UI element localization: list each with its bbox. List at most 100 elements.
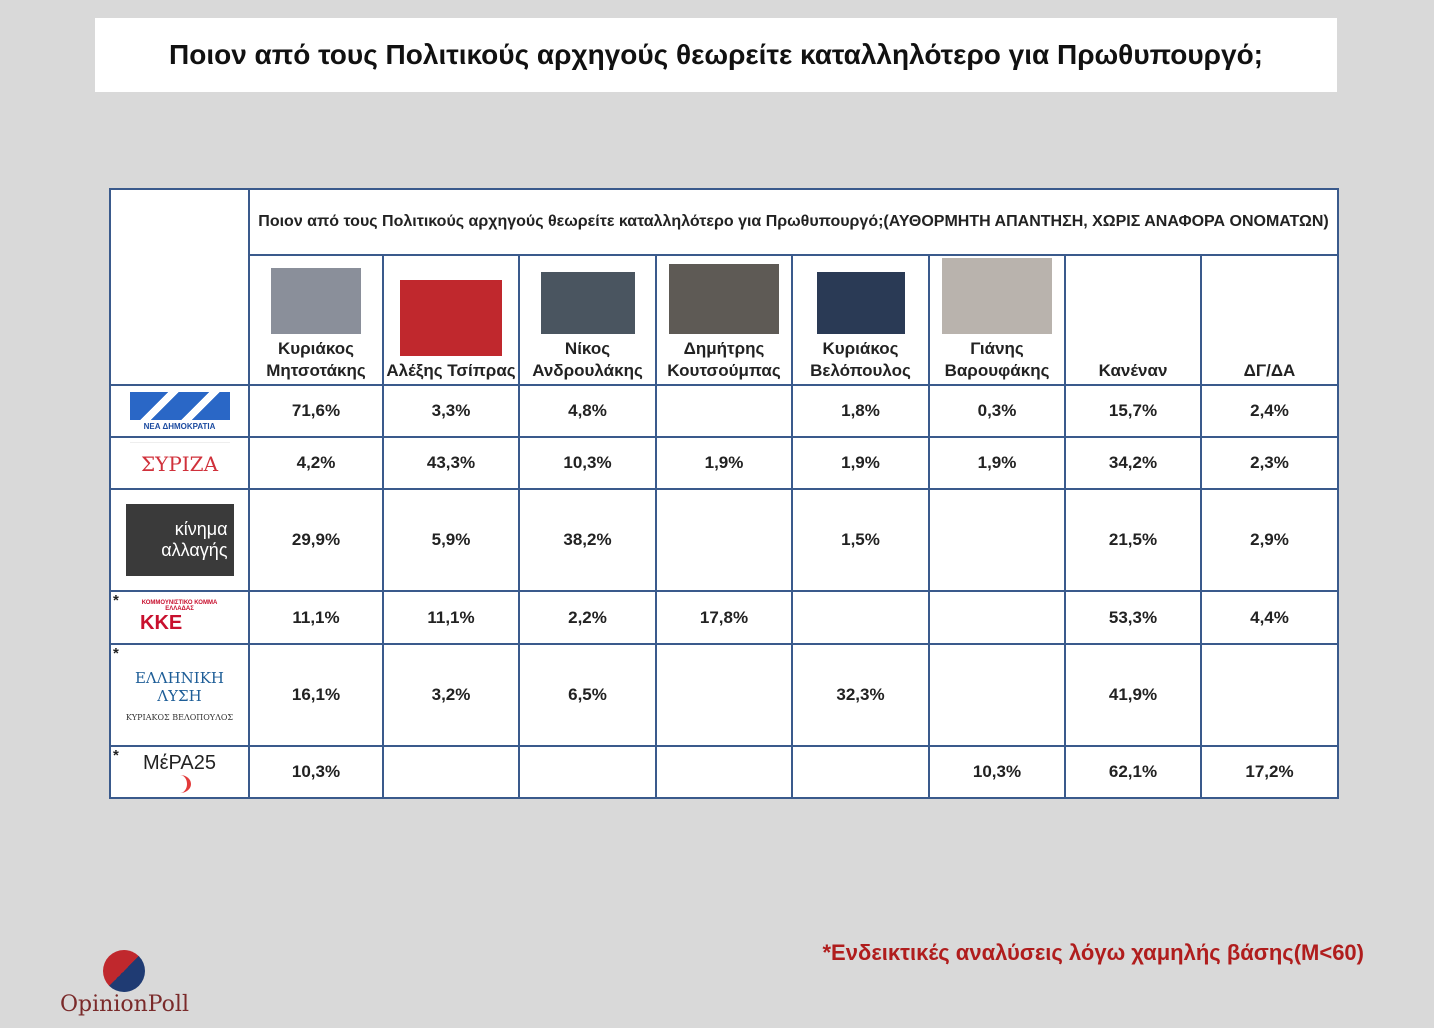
- value-cell: [928, 643, 1066, 747]
- value: 1,9%: [977, 453, 1017, 472]
- party-logo: ΝΕΑ ΔΗΜΟΚΡΑΤΙΑ: [125, 392, 235, 431]
- column-name: Νίκος Ανδρουλάκης: [532, 339, 643, 380]
- value-cell: [655, 643, 793, 747]
- value: 17,8%: [699, 607, 749, 627]
- party-logo: ΚΟΜΜΟΥΝΙΣΤΙΚΟ ΚΟΜΜΑ ΕΛΛΑΔΑΣ ΚΚΕ: [132, 600, 227, 636]
- value-cell: 3,3%: [382, 384, 520, 438]
- value-cell: 10,3%: [928, 745, 1066, 799]
- value: 0,3%: [977, 401, 1017, 420]
- value-cell: 41,9%: [1064, 643, 1202, 747]
- value: 62,1%: [1108, 762, 1158, 781]
- column-name: Κυριάκος Βελόπουλος: [810, 339, 911, 380]
- value: 32,3%: [836, 685, 885, 704]
- value: 2,3%: [1250, 453, 1289, 472]
- value: 4,4%: [1250, 607, 1289, 627]
- value-cell: 53,3%: [1064, 590, 1202, 645]
- leader-photo: [942, 258, 1052, 334]
- value-cell: 1,9%: [791, 436, 930, 490]
- value: 10,3%: [563, 453, 612, 472]
- value-cell: 1,8%: [791, 384, 930, 438]
- leader-photo: [271, 268, 361, 334]
- value: 6,5%: [568, 685, 607, 704]
- value-cell: 3,2%: [382, 643, 520, 747]
- value-cell: 11,1%: [382, 590, 520, 645]
- value: 3,2%: [431, 685, 471, 704]
- party-row: ΣΥΡΙΖΑ 4,2% 43,3% 10,3% 1,9% 1,9% 1,9% 34,2% 2,3…: [109, 436, 1339, 490]
- party-row: κίνημα αλλαγής 29,9% 5,9% 38,2% 1,5% 21,5% 2,9%: [109, 488, 1339, 592]
- value-cell: [928, 590, 1066, 645]
- value-cell: [655, 745, 793, 799]
- logo-text: ΜέΡΑ25: [142, 751, 217, 774]
- value-cell: [382, 745, 520, 799]
- value-cell: 1,5%: [791, 488, 930, 592]
- value: 1,8%: [841, 401, 880, 420]
- party-row: * ΜέΡΑ25 10,3% 10,3% 62,1% 17,2%: [109, 745, 1339, 799]
- leader-photo: [540, 272, 635, 334]
- logo-text: ΚΟΜΜΟΥΝΙΣΤΙΚΟ ΚΟΜΜΑ ΕΛΛΑΔΑΣ: [141, 600, 218, 612]
- value: 17,2%: [1245, 762, 1294, 781]
- column-header: Αλέξης Τσίπρας: [382, 254, 520, 386]
- column-header: Κυριάκος Βελόπουλος: [791, 254, 930, 386]
- column-header: ΔΓ/ΔΑ: [1200, 254, 1339, 386]
- value: 71,6%: [291, 401, 341, 420]
- column-name: Αλέξης Τσίπρας: [386, 361, 516, 380]
- value: 11,1%: [427, 607, 475, 627]
- value: 10,3%: [972, 762, 1022, 781]
- column-header: Δημήτρης Κουτσούμπας: [655, 254, 793, 386]
- logo-text: ΕΛΛΗΝΙΚΗ: [134, 668, 225, 687]
- row-note: *: [113, 747, 119, 764]
- title: Ποιον από τους Πολιτικούς αρχηγούς θεωρε…: [95, 18, 1337, 92]
- value-cell: 4,2%: [248, 436, 384, 490]
- value-cell: 43,3%: [382, 436, 520, 490]
- logo-text: ΚΚΕ: [140, 612, 183, 634]
- value: 34,2%: [1108, 453, 1158, 472]
- party-logo: ΕΛΛΗΝΙΚΗ ΛΥΣΗ ΚΥΡΙΑΚΟΣ ΒΕΛΟΠΟΥΛΟΣ: [121, 657, 239, 733]
- party-cell: * ΜέΡΑ25: [109, 745, 250, 799]
- party-cell: ΣΥΡΙΖΑ: [109, 436, 250, 490]
- brand-icon: [103, 950, 145, 992]
- column-header: Κυριάκος Μητσοτάκης: [248, 254, 384, 386]
- value-cell: [655, 384, 793, 438]
- value-cell: 17,2%: [1200, 745, 1339, 799]
- value: 4,2%: [296, 453, 336, 472]
- value: 41,9%: [1108, 685, 1158, 704]
- results-table: Ποιον από τους Πολιτικούς αρχηγούς θεωρε…: [109, 188, 1339, 799]
- logo-text: ΝΕΑ ΔΗΜΟΚΡΑΤΙΑ: [143, 421, 216, 431]
- row-note: *: [113, 592, 119, 609]
- value: 2,4%: [1250, 401, 1289, 420]
- value-cell: 16,1%: [248, 643, 384, 747]
- row-note: *: [113, 645, 119, 662]
- value-cell: 15,7%: [1064, 384, 1202, 438]
- value: 11,1%: [292, 607, 340, 627]
- value-cell: 21,5%: [1064, 488, 1202, 592]
- footnote: *Ενδεικτικές αναλύσεις λόγω χαμηλής βάση…: [822, 940, 1365, 965]
- leader-photo: [816, 272, 905, 334]
- value: 2,9%: [1250, 530, 1289, 549]
- value-cell: [791, 590, 930, 645]
- value-cell: [518, 745, 657, 799]
- leader-photo: [400, 280, 502, 356]
- value-cell: 2,2%: [518, 590, 657, 645]
- column-header: Γιάνης Βαρουφάκης: [928, 254, 1066, 386]
- column-name: Δημήτρης Κουτσούμπας: [667, 339, 781, 380]
- value: 38,2%: [563, 530, 612, 549]
- value: 3,3%: [431, 401, 471, 420]
- value: 5,9%: [431, 530, 471, 549]
- logo-text: ΣΥΡΙΖΑ: [140, 451, 219, 476]
- value: 29,9%: [291, 530, 341, 549]
- names-row: Κυριάκος Μητσοτάκης Αλέξης Τσίπρας Νίκος Α…: [110, 254, 1339, 386]
- party-logo: κίνημα αλλαγής: [125, 504, 234, 576]
- value-cell: [655, 488, 793, 592]
- value: 1,5%: [841, 530, 880, 549]
- value-cell: 2,4%: [1200, 384, 1339, 438]
- column-name: ΔΓ/ΔΑ: [1243, 361, 1296, 380]
- brand: OpinionPoll: [60, 992, 190, 1017]
- value-cell: 2,9%: [1200, 488, 1339, 592]
- value-cell: 34,2%: [1064, 436, 1202, 490]
- value-cell: [791, 745, 930, 799]
- value-cell: 4,4%: [1200, 590, 1339, 645]
- value-cell: 10,3%: [518, 436, 657, 490]
- value-cell: 2,3%: [1200, 436, 1339, 490]
- party-row: * ΚΟΜΜΟΥΝΙΣΤΙΚΟ ΚΟΜΜΑ ΕΛΛΑΔΑΣ ΚΚΕ 11,1% 11,1…: [109, 590, 1339, 645]
